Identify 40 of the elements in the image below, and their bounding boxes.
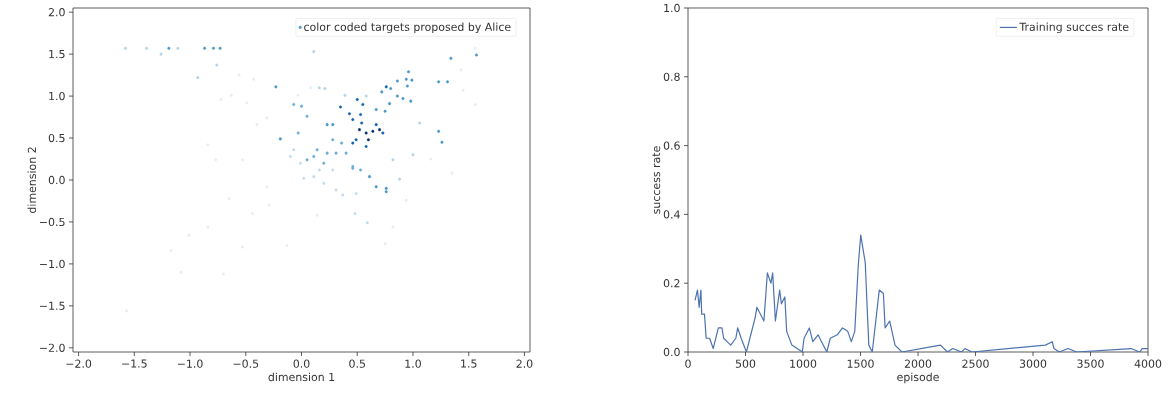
line-series (694, 234, 1149, 352)
x-tick-label: 0.5 (349, 359, 365, 368)
y-tick-label: 0.5 (48, 133, 65, 143)
y-tick-label: 1.5 (49, 50, 65, 59)
y-tick-label: −1.5 (40, 301, 65, 310)
y-tick-label: −1.0 (40, 259, 65, 269)
x-tick-label: 2.0 (516, 359, 533, 368)
x-axis-title: episode (897, 372, 939, 384)
x-tick-label: −2.0 (66, 359, 92, 368)
x-tick-label: 1.0 (405, 359, 421, 368)
x-tick-label: −1.0 (177, 359, 203, 368)
x-tick-label: 0 (685, 359, 691, 368)
x-tick-label: 4000 (1134, 359, 1162, 368)
y-tick-label: 0.2 (663, 279, 680, 288)
x-tick-label: 2500 (962, 359, 989, 368)
y-tick-label: 1.0 (664, 3, 680, 13)
x-tick-label: −1.5 (122, 359, 147, 368)
x-tick-label: 1500 (847, 359, 874, 368)
legend-label: color coded targets proposed by Alice (304, 22, 511, 34)
x-tick-label: 2000 (904, 359, 932, 368)
y-tick-label: 0.0 (48, 175, 65, 185)
x-tick-label: 3500 (1077, 359, 1104, 368)
x-axis-title: dimension 1 (268, 372, 335, 382)
x-tick-label: 3000 (1019, 359, 1047, 368)
x-tick-label: 500 (735, 359, 756, 368)
y-tick-label: 2.0 (48, 8, 65, 17)
y-axis-title: dimension 2 (27, 147, 37, 213)
y-tick-label: 1.0 (49, 91, 65, 101)
x-tick-label: −0.5 (233, 359, 259, 368)
y-tick-label: 0.8 (663, 72, 680, 81)
y-tick-label: 0.6 (663, 141, 680, 150)
y-tick-label: −2.0 (40, 343, 65, 352)
y-tick-label: 0.0 (663, 347, 680, 357)
x-tick-label: 1.5 (461, 359, 477, 368)
x-tick-label: 1000 (790, 359, 817, 368)
y-axis-title: success rate (652, 146, 661, 214)
x-tick-label: 0.0 (293, 359, 310, 368)
legend-label: Training succes rate (1019, 22, 1129, 34)
y-tick-label: 0.4 (663, 210, 680, 219)
y-tick-label: −0.5 (40, 217, 65, 227)
